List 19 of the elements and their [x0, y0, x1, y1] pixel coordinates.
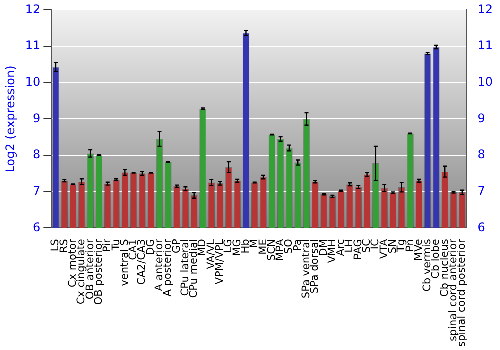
- x-tick-label: OB posterior: [92, 238, 105, 306]
- x-tick-label: spinal cord posterior: [456, 238, 468, 348]
- y-axis-title: Log2 (expression): [3, 66, 18, 173]
- y2-tick-label: 6: [478, 220, 486, 234]
- y-tick-label: 11: [25, 38, 41, 53]
- y2-tick-label: 11: [478, 38, 494, 53]
- y-tick-label: 12: [25, 2, 41, 16]
- x-tick-label: Tg: [396, 239, 408, 254]
- y2-tick-label: 9: [478, 111, 486, 126]
- y-tick-label: 7: [33, 184, 41, 198]
- x-tick-label: A posterior: [162, 238, 174, 297]
- y2-tick-label: 12: [478, 2, 494, 16]
- y2-tick-label: 7: [478, 184, 486, 198]
- y-tick-label: 9: [33, 111, 41, 126]
- y2-tick-label: 8: [478, 148, 486, 162]
- y-tick-label: 8: [33, 148, 41, 162]
- y-tick-label: 6: [33, 220, 41, 234]
- y2-tick-label: 10: [478, 74, 494, 89]
- y-tick-label: 10: [25, 74, 41, 89]
